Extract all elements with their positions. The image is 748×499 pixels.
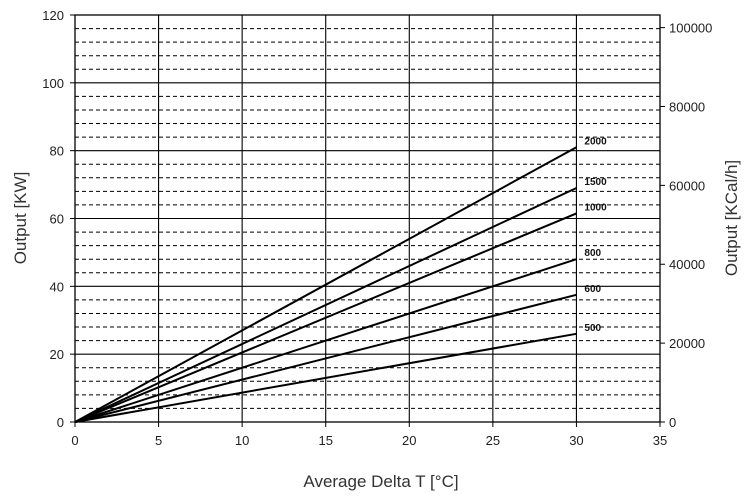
series-label-2000: 2000 bbox=[584, 136, 607, 147]
x-tick-label: 20 bbox=[402, 433, 416, 448]
y-tick-label: 120 bbox=[42, 8, 64, 23]
x-tick-label: 15 bbox=[318, 433, 332, 448]
y-tick-label: 100 bbox=[42, 76, 64, 91]
y2-tick-label: 0 bbox=[669, 415, 676, 430]
y2-tick-label: 20000 bbox=[669, 336, 705, 351]
x-tick-label: 30 bbox=[569, 433, 583, 448]
x-tick-label: 25 bbox=[486, 433, 500, 448]
series-line-2000 bbox=[74, 146, 577, 423]
right-axis-ticks: 0 20000 40000 60000 80000 100000 bbox=[660, 21, 712, 430]
y-tick-label: 0 bbox=[57, 415, 64, 430]
series-line-1000 bbox=[74, 212, 577, 423]
series-lines bbox=[74, 146, 577, 423]
y2-tick-label: 80000 bbox=[669, 99, 705, 114]
series-line-500 bbox=[74, 332, 577, 423]
major-gridlines bbox=[75, 15, 660, 422]
left-axis-ticks: 0 20 40 60 80 100 120 bbox=[42, 8, 75, 430]
bottom-axis-ticks: 0 5 10 15 20 25 30 35 bbox=[71, 422, 667, 448]
series-label-1500: 1500 bbox=[584, 177, 607, 188]
y-axis-title: Output [KW] bbox=[11, 172, 30, 265]
y2-tick-label: 100000 bbox=[669, 21, 712, 36]
series-line-600 bbox=[74, 293, 577, 423]
x-tick-label: 0 bbox=[71, 433, 78, 448]
y2-axis-title: Output [KCal/h] bbox=[722, 160, 741, 276]
x-tick-label: 5 bbox=[155, 433, 162, 448]
series-label-1000: 1000 bbox=[584, 202, 607, 213]
series-label-800: 800 bbox=[584, 248, 601, 259]
y-tick-label: 40 bbox=[50, 279, 64, 294]
series-labels: 2000 1500 1000 800 600 500 bbox=[584, 136, 607, 334]
series-line-800 bbox=[74, 258, 577, 423]
y-tick-label: 60 bbox=[50, 212, 64, 227]
y2-tick-label: 40000 bbox=[669, 257, 705, 272]
series-line-1500 bbox=[74, 187, 577, 423]
series-label-600: 600 bbox=[584, 284, 601, 295]
x-tick-label: 10 bbox=[235, 433, 249, 448]
y-tick-label: 20 bbox=[50, 347, 64, 362]
y-tick-label: 80 bbox=[50, 144, 64, 159]
y2-tick-label: 60000 bbox=[669, 178, 705, 193]
x-axis-title: Average Delta T [°C] bbox=[303, 472, 458, 491]
x-tick-label: 35 bbox=[653, 433, 667, 448]
series-label-500: 500 bbox=[584, 323, 601, 334]
